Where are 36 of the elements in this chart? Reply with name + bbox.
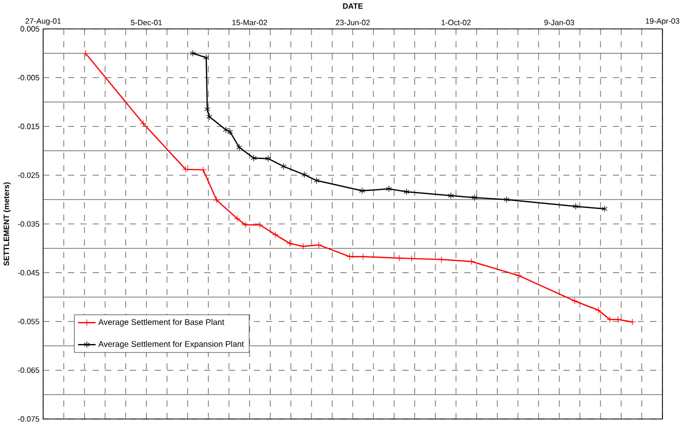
point <box>602 205 608 212</box>
point <box>595 306 602 314</box>
point <box>572 202 579 210</box>
point <box>314 177 320 184</box>
point <box>359 187 366 194</box>
legend-label: Average Settlement for Base Plant <box>98 318 224 327</box>
point <box>504 196 510 203</box>
legend-label: Average Settlement for Expansion Plant <box>98 340 244 348</box>
point <box>472 194 478 201</box>
point <box>386 185 392 192</box>
point <box>222 126 229 134</box>
point <box>82 50 89 57</box>
point <box>301 171 308 178</box>
point <box>204 106 210 113</box>
point <box>629 318 636 326</box>
point <box>236 144 242 151</box>
point <box>516 272 522 279</box>
point <box>190 50 196 57</box>
point <box>203 54 210 61</box>
point <box>468 258 475 265</box>
point <box>571 298 578 304</box>
point <box>280 162 287 170</box>
point <box>206 113 212 120</box>
point <box>300 242 307 250</box>
point <box>315 241 322 248</box>
point <box>265 155 272 162</box>
point <box>403 188 410 196</box>
point <box>226 128 233 136</box>
point <box>140 120 147 127</box>
point <box>286 240 294 247</box>
point <box>272 231 279 238</box>
point <box>213 196 220 204</box>
point <box>250 154 257 162</box>
point <box>234 215 241 222</box>
point <box>200 166 207 174</box>
point <box>448 192 454 199</box>
